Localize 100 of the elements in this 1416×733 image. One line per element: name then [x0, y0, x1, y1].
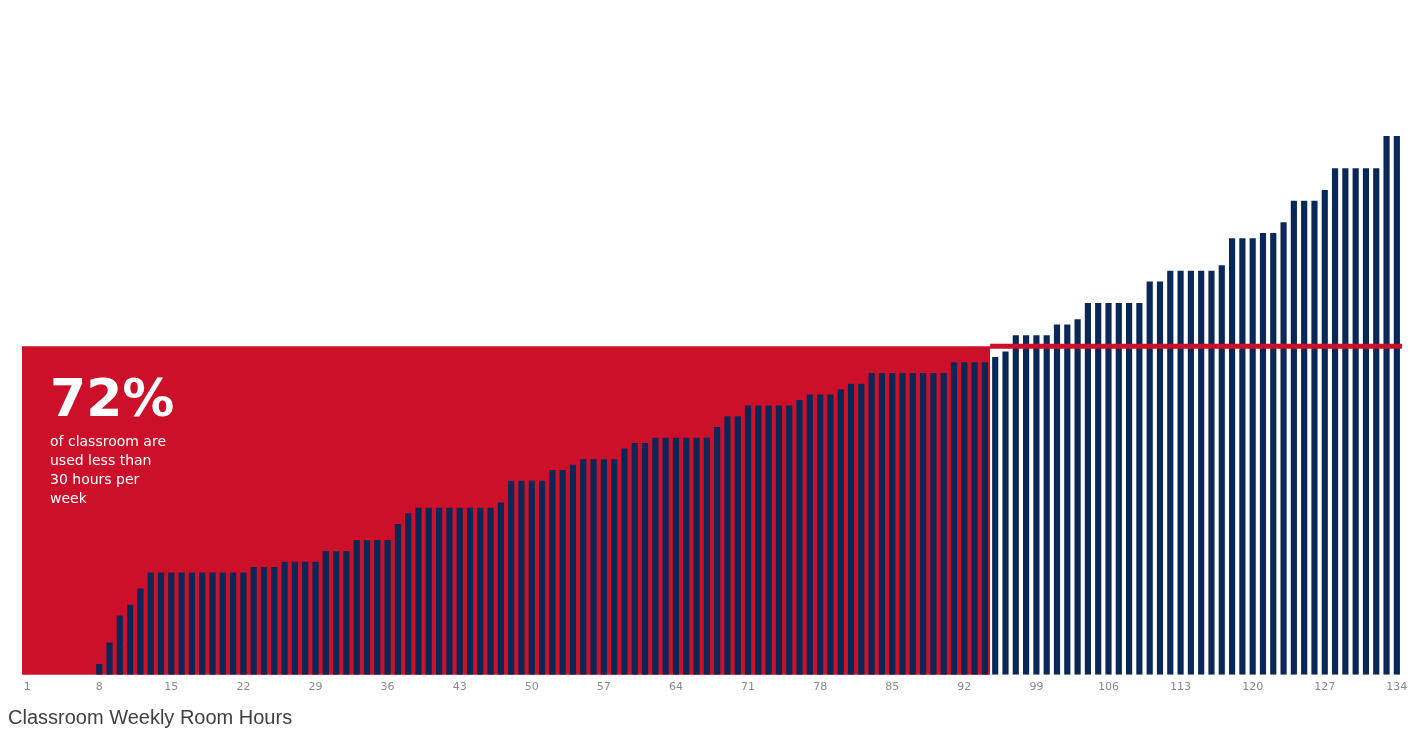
bar — [920, 373, 927, 675]
bar — [992, 356, 999, 675]
bar — [1136, 303, 1143, 675]
x-tick-label: 50 — [524, 680, 539, 694]
bar — [1043, 335, 1050, 675]
bar — [631, 443, 638, 675]
x-tick-label: 29 — [308, 680, 323, 694]
bar — [1270, 232, 1277, 675]
bar — [1259, 232, 1267, 675]
bar — [806, 394, 813, 675]
bar — [889, 373, 896, 675]
bar — [868, 373, 875, 675]
bar — [1033, 335, 1040, 675]
x-tick-label: 36 — [380, 680, 395, 694]
x-tick-label: 92 — [957, 680, 972, 694]
bar — [1064, 324, 1071, 675]
bar — [1146, 281, 1153, 675]
bar — [168, 572, 175, 675]
bar — [436, 507, 443, 675]
bar — [188, 572, 196, 675]
bar — [641, 443, 649, 675]
bar — [1105, 303, 1112, 675]
bar — [281, 561, 288, 675]
x-tick-label: 120 — [1242, 680, 1264, 694]
bar — [302, 561, 309, 675]
bar — [899, 373, 906, 675]
bar — [580, 459, 587, 675]
bar — [961, 362, 968, 675]
x-tick-label: 99 — [1029, 680, 1044, 694]
bar — [374, 540, 381, 675]
bar — [1084, 303, 1091, 675]
bar — [1156, 281, 1164, 675]
bar — [940, 373, 947, 675]
bar — [1002, 351, 1009, 675]
bar — [116, 615, 123, 675]
bar — [538, 480, 546, 675]
x-tick-label: 1 — [23, 680, 31, 694]
bar — [1095, 303, 1102, 675]
bar — [755, 405, 762, 675]
bar — [744, 405, 752, 675]
bar — [271, 567, 278, 675]
bar — [683, 437, 690, 675]
bar — [477, 507, 484, 675]
bar — [611, 459, 618, 675]
bar — [1228, 238, 1236, 675]
bar — [363, 540, 371, 675]
bar — [971, 362, 978, 675]
bar — [1239, 238, 1246, 675]
bar — [1074, 319, 1081, 675]
bar — [1393, 136, 1400, 675]
bar — [219, 572, 226, 675]
bar — [497, 502, 504, 675]
bar — [837, 389, 844, 675]
bar — [415, 507, 422, 675]
bar — [1280, 222, 1287, 675]
bar — [765, 405, 772, 675]
bar — [1301, 200, 1308, 675]
x-tick-label: 43 — [452, 680, 467, 694]
bar — [312, 561, 319, 675]
annotation: 72% — [50, 368, 175, 429]
bar — [291, 561, 298, 675]
bar — [847, 383, 855, 675]
bar — [1012, 335, 1019, 675]
x-tick-label: 71 — [741, 680, 756, 694]
bar — [250, 567, 257, 675]
bar — [652, 437, 659, 675]
bar — [260, 567, 268, 675]
bar — [240, 572, 247, 675]
bar — [230, 572, 237, 675]
bar — [96, 664, 103, 675]
bar — [456, 507, 463, 675]
x-tick-label: 57 — [596, 680, 611, 694]
bar — [1352, 168, 1359, 675]
bar — [693, 437, 700, 675]
bar — [1290, 200, 1297, 675]
x-tick-label: 85 — [885, 680, 900, 694]
bar — [1115, 303, 1122, 675]
bar — [1342, 168, 1349, 675]
bar — [549, 470, 556, 675]
bar — [734, 416, 741, 675]
bar — [786, 405, 793, 675]
bar — [1321, 189, 1328, 675]
x-tick-label: 127 — [1314, 680, 1336, 694]
bar — [827, 394, 834, 675]
bar — [930, 373, 937, 675]
bar — [199, 572, 206, 675]
bar — [446, 507, 453, 675]
bar — [775, 405, 783, 675]
bar — [950, 362, 958, 675]
bar — [157, 572, 165, 675]
bar — [621, 448, 628, 675]
bar — [127, 604, 134, 675]
bar — [1177, 270, 1184, 675]
bar — [1053, 324, 1061, 675]
bar — [106, 642, 113, 675]
bar — [1023, 335, 1030, 675]
bar — [981, 362, 988, 675]
bar — [1331, 168, 1339, 675]
bar — [384, 540, 391, 675]
bar — [353, 540, 360, 675]
